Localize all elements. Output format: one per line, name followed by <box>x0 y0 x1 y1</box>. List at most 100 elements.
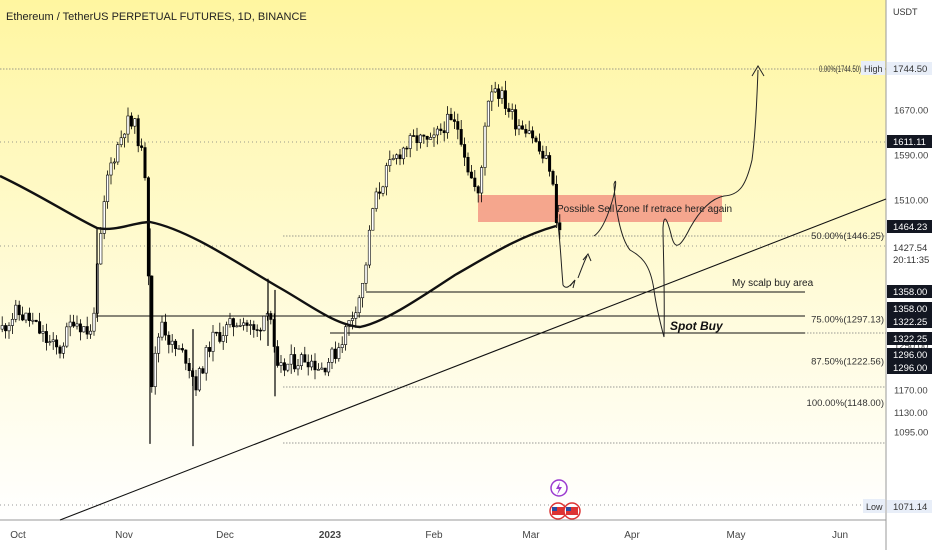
price-axis-background <box>886 0 932 550</box>
price-tag-6: 1358.00 <box>893 304 927 315</box>
candle-body <box>48 341 52 343</box>
candle-body <box>160 321 164 338</box>
candle-body <box>85 326 89 335</box>
candle-body <box>408 135 412 149</box>
candle-body <box>221 335 225 342</box>
candle-body <box>293 354 297 370</box>
candle-body <box>429 137 433 140</box>
candle-body <box>357 297 361 314</box>
moving-average-line <box>0 174 557 329</box>
projected-path-2 <box>577 255 588 279</box>
candle-body <box>259 329 263 332</box>
candle-body <box>337 347 341 359</box>
candle-body <box>493 88 497 93</box>
candle-body <box>167 334 171 345</box>
candle-body <box>364 264 368 284</box>
candle-body <box>507 108 511 112</box>
candle-body <box>211 331 215 352</box>
candle-body <box>418 134 422 144</box>
candle-body <box>174 340 178 350</box>
time-tick-1: Nov <box>115 530 133 541</box>
fib-label-4: 100.00%(1148.00) <box>807 398 884 409</box>
candle-body <box>276 346 280 366</box>
candle-body <box>544 155 548 159</box>
high-marker-label: High <box>864 64 883 74</box>
candle-body <box>21 314 25 321</box>
candle-body <box>388 159 392 166</box>
candle-body <box>92 312 96 332</box>
scalp-buy-label: My scalp buy area <box>732 278 814 289</box>
candle-body <box>415 135 419 144</box>
candle-body <box>381 186 385 194</box>
candle-body <box>72 321 76 327</box>
candle-body <box>456 121 460 130</box>
candle-body <box>170 340 174 345</box>
lightning-icon-bolt <box>556 482 562 495</box>
candle-body <box>350 318 354 321</box>
candle-body <box>228 318 232 326</box>
currency-label: USDT <box>893 7 918 17</box>
price-tick-3: 1250.00 <box>894 341 928 352</box>
candle-body <box>10 318 14 326</box>
candle-body <box>112 161 116 164</box>
candle-body <box>65 326 69 347</box>
candle-body <box>262 315 266 331</box>
price-tag-10: 1296.00 <box>893 363 927 374</box>
price-tag-box-9 <box>887 348 932 361</box>
candle-body <box>473 177 477 187</box>
candle-body <box>282 362 286 371</box>
candle-body <box>129 115 133 127</box>
projected-path-3 <box>593 69 759 338</box>
candle-body <box>395 154 399 159</box>
candle-body <box>554 183 558 224</box>
candle-body <box>296 365 300 370</box>
price-tick-7: 1095.00 <box>894 428 928 439</box>
candle-body <box>537 141 541 152</box>
price-tag-box-11 <box>887 500 932 513</box>
price-tick-6: 1130.00 <box>894 408 928 419</box>
candle-body <box>157 336 161 354</box>
price-tag-box-1 <box>887 135 932 148</box>
candle-body <box>330 348 334 363</box>
price-tag-box-10 <box>887 361 932 374</box>
time-tick-6: Apr <box>624 530 640 541</box>
candles <box>0 80 562 447</box>
ascending-trendline[interactable] <box>59 198 887 521</box>
candle-body <box>31 319 35 322</box>
price-tick-2: 1510.00 <box>894 195 928 206</box>
low-marker-label: Low <box>866 502 883 512</box>
fib-label-2: 75.00%(1297.13) <box>811 315 884 326</box>
price-tag-1: 1611.11 <box>893 137 926 148</box>
candle-body <box>82 326 86 333</box>
candle-body <box>231 318 235 328</box>
candle-body <box>316 368 320 371</box>
candle-body <box>55 339 59 348</box>
candle-body <box>75 323 79 327</box>
candle-body <box>44 331 48 343</box>
candle-body <box>24 312 28 321</box>
fib-label-3: 87.50%(1222.56) <box>811 356 884 367</box>
candle-body <box>102 201 106 234</box>
candle-body <box>208 347 212 352</box>
candle-body <box>446 113 450 134</box>
candle-body <box>463 144 467 158</box>
candle-body <box>435 128 439 136</box>
candle-body <box>109 162 113 176</box>
price-tag-11: 1071.14 <box>893 502 927 513</box>
candle-body <box>469 171 473 179</box>
event-icons[interactable] <box>549 479 581 520</box>
sell-zone-box[interactable] <box>478 195 722 222</box>
candle-body <box>449 113 453 121</box>
candle-body <box>327 362 331 373</box>
price-tick-0: 1670.00 <box>894 106 928 117</box>
candle-body <box>361 282 365 299</box>
time-tick-0: Oct <box>10 530 26 541</box>
candle-body <box>384 165 388 188</box>
candle-body <box>119 137 123 146</box>
candle-body <box>490 91 494 102</box>
candle-body <box>306 361 310 368</box>
flag-stripes-1 <box>552 507 564 515</box>
price-tag-4: 20:11:35 <box>893 255 929 266</box>
